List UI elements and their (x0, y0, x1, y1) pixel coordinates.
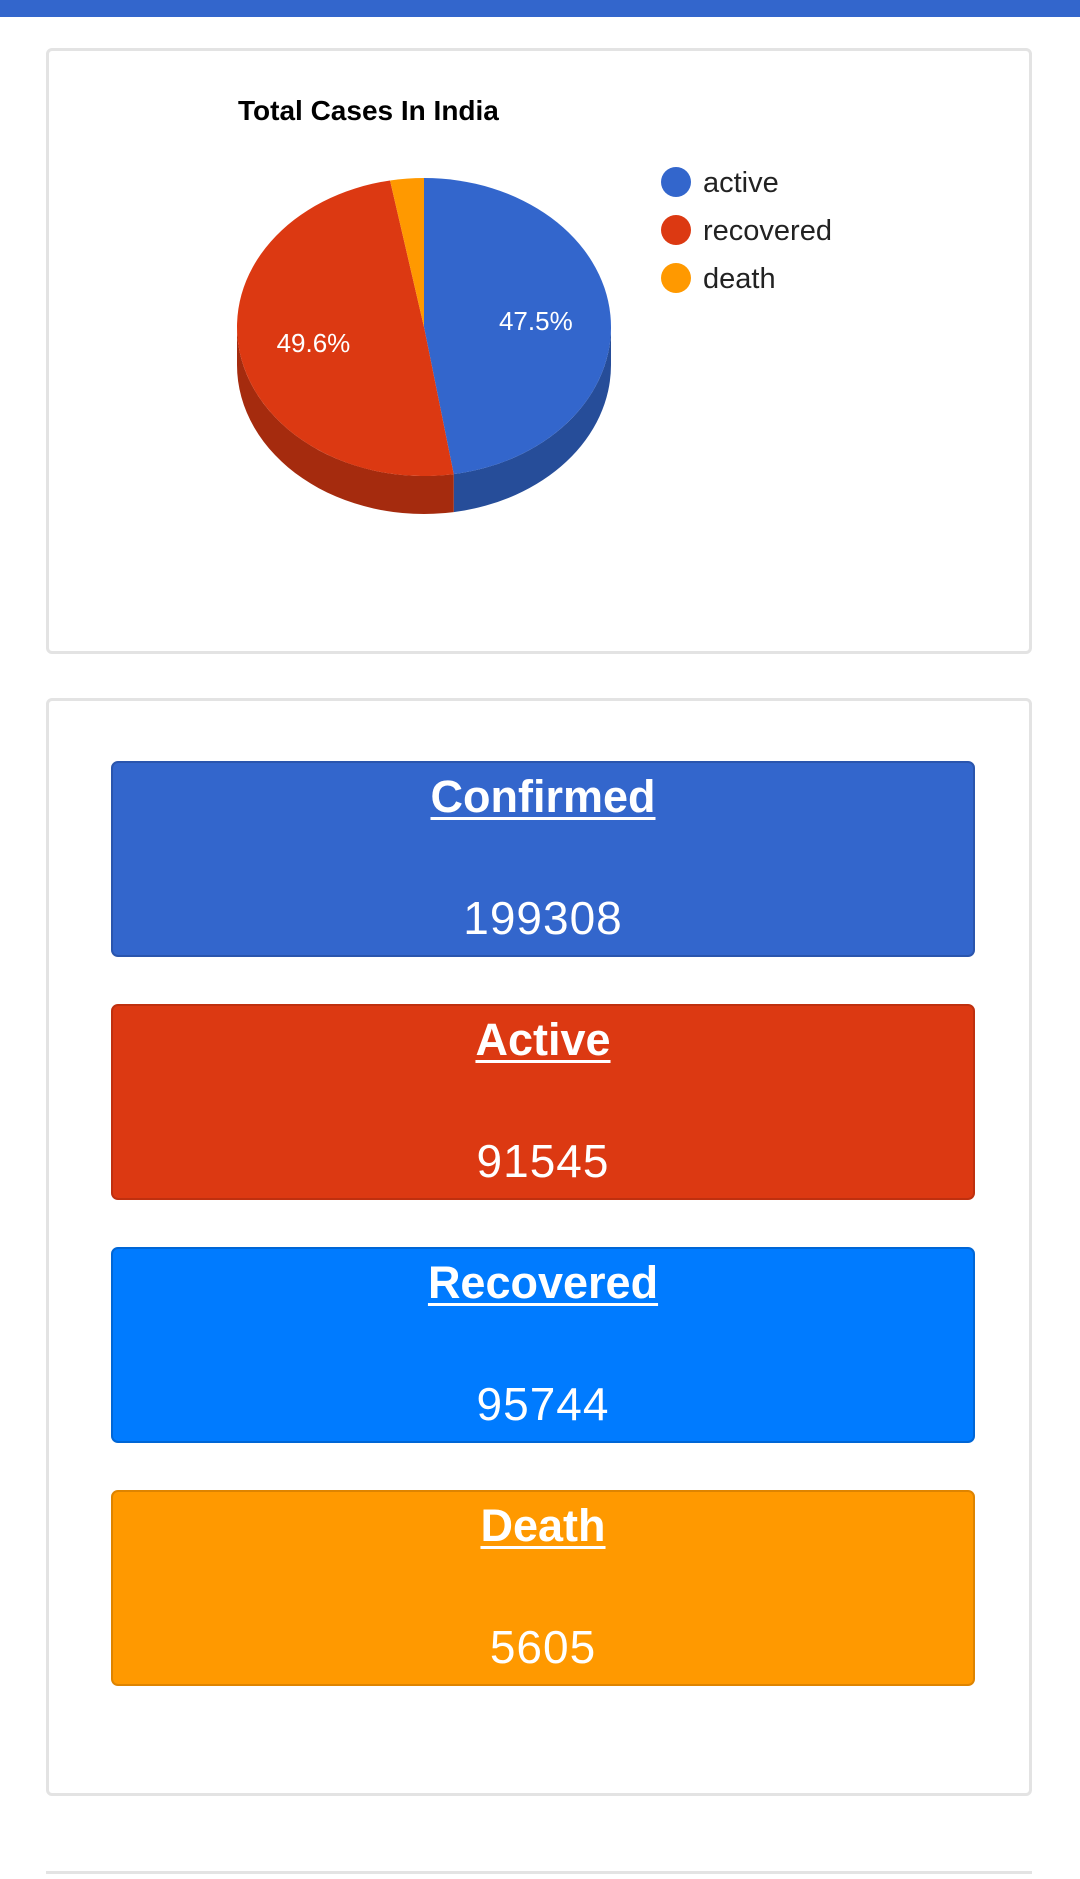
pie-top (237, 178, 611, 476)
chart-title: Total Cases In India (238, 95, 499, 126)
confirmed-value: 199308 (463, 892, 623, 944)
pie-label-active: 47.5% (499, 306, 573, 336)
recovered-card: Recovered 95744 (111, 1247, 975, 1443)
chart-card: Total Cases In India 47.5% 49.6% active re… (46, 48, 1032, 654)
pie-side (237, 327, 611, 514)
confirmed-card: Confirmed 199308 (111, 761, 975, 957)
legend-label-death: death (703, 263, 776, 295)
death-value: 5605 (489, 1621, 597, 1673)
pie-chart: Total Cases In India 47.5% 49.6% active re… (237, 95, 832, 514)
active-label: Active (475, 1014, 611, 1065)
legend-marker-active (661, 167, 691, 197)
recovered-value: 95744 (476, 1378, 610, 1430)
pie-side-recovered (237, 327, 454, 514)
legend-label-active: active (703, 167, 779, 199)
pie-side-active (453, 327, 611, 513)
active-card: Active 91545 (111, 1004, 975, 1200)
legend-marker-recovered (661, 215, 691, 245)
death-label: Death (480, 1500, 606, 1551)
pie-labels: 47.5% 49.6% (277, 306, 573, 358)
stats-card: Confirmed 199308 Active 91545 Recovered … (46, 698, 1032, 1796)
top-bar (0, 0, 1080, 17)
death-card: Death 5605 (111, 1490, 975, 1686)
pie-slice-active (424, 178, 611, 475)
legend-label-recovered: recovered (703, 215, 832, 247)
legend: active recovered death (661, 167, 832, 295)
pie-slice-death (390, 178, 424, 327)
next-card-edge (46, 1871, 1032, 1879)
confirmed-label: Confirmed (430, 771, 656, 822)
active-value: 91545 (476, 1135, 610, 1187)
legend-marker-death (661, 263, 691, 293)
pie-label-recovered: 49.6% (277, 328, 351, 358)
pie-slice-recovered (237, 180, 454, 476)
recovered-label: Recovered (427, 1257, 659, 1308)
